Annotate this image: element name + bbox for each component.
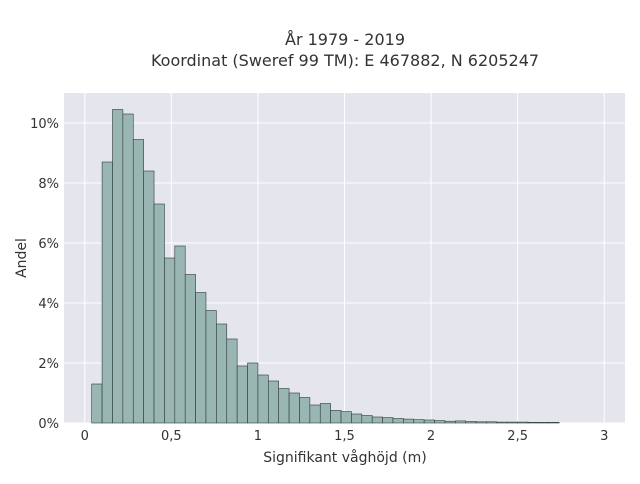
y-tick-label: 2% [38,357,59,372]
histogram-bar [538,422,550,424]
x-tick-label: 3 [600,429,608,444]
histogram-bar [413,419,425,424]
histogram-bar [548,422,560,424]
histogram-bar [91,383,103,424]
histogram-bar [247,362,259,424]
histogram-bar [434,420,446,424]
y-tick-label: 4% [38,297,59,312]
histogram-bar [403,418,415,424]
histogram-bar [268,380,280,424]
histogram-bar [465,421,477,424]
histogram-bar [236,365,248,424]
chart-title-line-2: Koordinat (Sweref 99 TM): E 467882, N 62… [151,51,539,70]
histogram-bar [475,421,487,424]
histogram-bar [174,245,186,424]
histogram-bar [444,420,456,424]
histogram-bar [361,415,373,424]
histogram-bar [392,418,404,424]
y-tick-label: 0% [38,417,59,432]
histogram-bar [486,421,498,424]
chart-title-line-1: År 1979 - 2019 [285,30,405,49]
histogram-bar [340,411,352,424]
y-tick-label: 8% [38,177,59,192]
histogram-bar [527,422,539,424]
histogram-bar [455,420,467,424]
y-tick-label: 10% [30,117,59,132]
histogram-bar [278,388,290,424]
histogram-bar [319,403,331,424]
histogram-bar [423,419,435,424]
histogram-bar [122,113,134,424]
x-tick-label: 2 [427,429,435,444]
x-tick-label: 1,5 [334,429,355,444]
histogram-bar [309,404,321,424]
histogram-bar [382,417,394,424]
histogram-bars [91,109,560,424]
histogram-bar [195,292,207,424]
x-tick-label: 0,5 [161,429,182,444]
histogram-bar [216,323,228,424]
histogram-bar [506,421,518,424]
x-tick-label: 0 [81,429,89,444]
x-axis-label: Signifikant våghöjd (m) [263,449,426,466]
histogram-bar [299,397,311,424]
histogram-bar [351,413,363,424]
histogram-bar [184,274,196,424]
histogram-bar [371,416,383,424]
histogram-bar [153,203,165,424]
histogram-bar [288,392,300,424]
x-axis-ticks: 0 0,5 1 1,5 2 2,5 3 [81,429,609,444]
histogram-bar [517,421,529,424]
x-tick-label: 1 [254,429,262,444]
histogram-bar [226,338,238,424]
y-axis-ticks: 0% 2% 4% 6% 8% 10% [30,117,59,432]
histogram-bar [132,139,144,424]
histogram-bar [143,170,155,424]
histogram-bar [205,310,217,424]
histogram-bar [257,374,269,424]
histogram-bar [164,257,176,424]
histogram-bar [496,421,508,424]
y-tick-label: 6% [38,237,59,252]
histogram-bar [101,161,113,424]
x-tick-label: 2,5 [507,429,528,444]
histogram-bar [330,410,342,424]
histogram-bar [112,109,124,424]
y-axis-label: Andel [14,238,30,278]
